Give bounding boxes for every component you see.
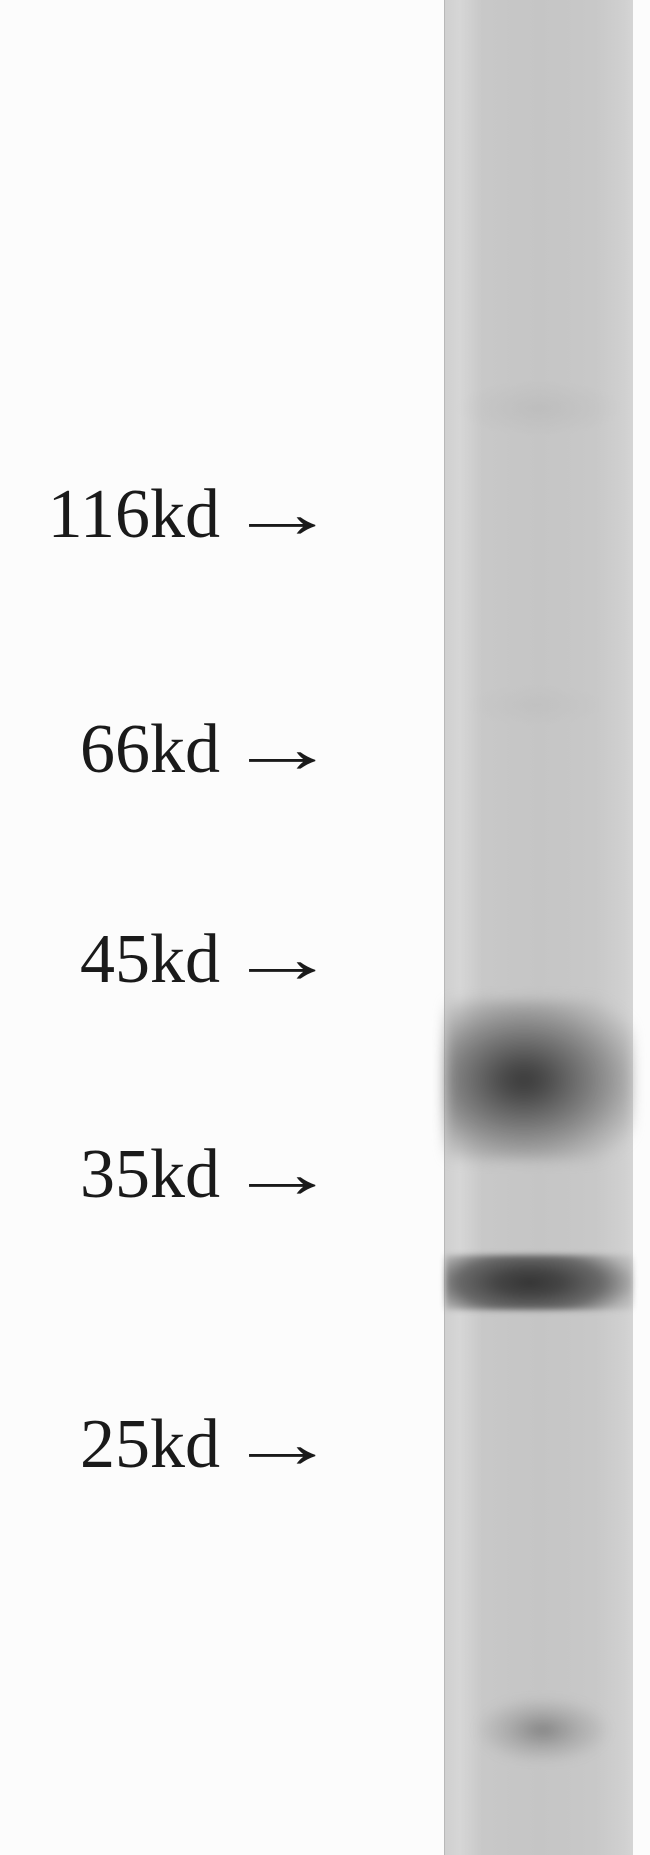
- marker-label: 66kd: [60, 710, 220, 790]
- marker-label: 35kd: [60, 1135, 220, 1215]
- marker-label: 25kd: [60, 1405, 220, 1485]
- marker-label: 45kd: [60, 920, 220, 1000]
- marker-116kd: 116kd →: [30, 475, 296, 555]
- faint-band: [445, 1700, 633, 1760]
- primary-band: [445, 1000, 633, 1160]
- arrow-icon: →: [226, 715, 338, 785]
- arrow-icon: →: [226, 1140, 338, 1210]
- marker-35kd: 35kd →: [60, 1135, 296, 1215]
- lane-shading: [445, 0, 633, 1855]
- arrow-icon: →: [226, 1410, 338, 1480]
- arrow-icon: →: [226, 480, 338, 550]
- blot-lane: [444, 0, 633, 1855]
- marker-45kd: 45kd →: [60, 920, 296, 1000]
- marker-25kd: 25kd →: [60, 1405, 296, 1485]
- marker-66kd: 66kd →: [60, 710, 296, 790]
- marker-label: 116kd: [30, 475, 220, 555]
- arrow-icon: →: [226, 925, 338, 995]
- secondary-band: [445, 1255, 633, 1310]
